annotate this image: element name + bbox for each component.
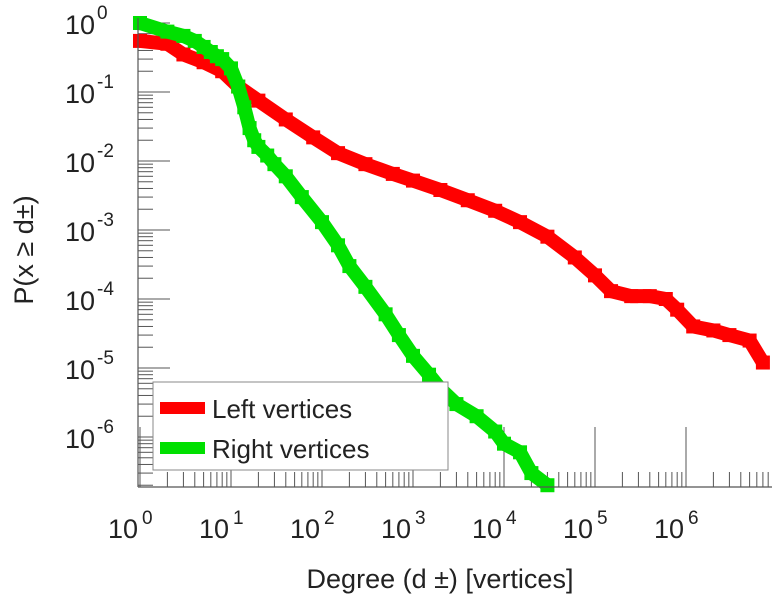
data-point bbox=[231, 79, 246, 94]
data-point bbox=[176, 28, 191, 43]
data-point bbox=[331, 238, 346, 253]
data-point bbox=[358, 279, 373, 294]
x-tick-exponent: 4 bbox=[506, 508, 517, 529]
y-tick-label: 10 bbox=[65, 217, 95, 247]
data-point bbox=[742, 333, 757, 348]
data-point bbox=[722, 328, 737, 343]
data-point bbox=[524, 466, 539, 481]
data-point bbox=[422, 367, 437, 382]
y-tick-exponent: -3 bbox=[97, 210, 114, 231]
data-point bbox=[278, 112, 293, 127]
legend-label-right: Right vertices bbox=[212, 434, 370, 464]
data-point bbox=[433, 182, 448, 197]
data-point bbox=[176, 47, 191, 62]
data-point bbox=[624, 289, 639, 304]
x-tick-exponent: 0 bbox=[142, 508, 153, 529]
data-point bbox=[488, 424, 503, 439]
y-tick-label: 10 bbox=[65, 148, 95, 178]
data-point bbox=[488, 203, 503, 218]
axis-ticks bbox=[138, 22, 769, 487]
data-point bbox=[306, 130, 321, 145]
data-point bbox=[540, 478, 555, 493]
data-point bbox=[588, 268, 602, 283]
x-tick-labels: 10 0 10 1 10 2 10 3 10 4 10 5 10 6 bbox=[108, 508, 699, 544]
x-tick-exponent: 5 bbox=[597, 508, 608, 529]
data-point bbox=[133, 33, 147, 48]
legend: Left vertices Right vertices bbox=[152, 381, 449, 471]
data-point bbox=[686, 319, 701, 334]
data-point bbox=[391, 328, 406, 343]
y-tick-label: 10 bbox=[65, 286, 95, 316]
x-tick-label: 10 bbox=[290, 514, 320, 544]
data-point bbox=[449, 397, 464, 412]
y-tick-exponent: 0 bbox=[97, 3, 108, 24]
y-axis-label: P(x ≥ d±) bbox=[9, 195, 39, 304]
y-tick-exponent: -1 bbox=[97, 72, 114, 93]
y-tick-exponent: -4 bbox=[97, 279, 114, 300]
data-point bbox=[237, 100, 252, 115]
data-point bbox=[540, 229, 555, 244]
data-point bbox=[706, 323, 721, 338]
x-tick-exponent: 6 bbox=[688, 508, 699, 529]
data-point bbox=[267, 157, 282, 172]
data-point bbox=[251, 93, 266, 108]
y-tick-label: 10 bbox=[65, 10, 95, 40]
x-tick-label: 10 bbox=[654, 514, 684, 544]
data-point bbox=[642, 289, 657, 304]
x-tick-label: 10 bbox=[199, 514, 229, 544]
data-point bbox=[342, 259, 357, 274]
data-point bbox=[160, 36, 175, 51]
data-point bbox=[133, 16, 147, 30]
data-point bbox=[315, 215, 329, 230]
data-point bbox=[294, 190, 309, 205]
x-tick-exponent: 2 bbox=[324, 508, 335, 529]
legend-label-left: Left vertices bbox=[212, 394, 352, 424]
data-point bbox=[406, 348, 420, 363]
x-tick-exponent: 3 bbox=[415, 508, 426, 529]
x-tick-label: 10 bbox=[563, 514, 593, 544]
data-point bbox=[160, 24, 175, 39]
legend-box bbox=[152, 381, 449, 471]
data-point bbox=[513, 215, 528, 230]
data-point bbox=[604, 284, 619, 299]
y-tick-exponent: -2 bbox=[97, 141, 114, 162]
data-point bbox=[406, 173, 420, 188]
data-point bbox=[469, 409, 484, 424]
y-tick-exponent: -6 bbox=[97, 417, 114, 438]
data-point bbox=[378, 307, 393, 322]
data-point bbox=[385, 166, 400, 181]
data-point bbox=[670, 302, 685, 317]
data-point bbox=[567, 250, 582, 265]
x-tick-exponent: 1 bbox=[233, 508, 244, 529]
data-point bbox=[331, 146, 346, 161]
data-point bbox=[224, 61, 238, 76]
y-tick-label: 10 bbox=[65, 355, 95, 385]
data-point bbox=[513, 445, 528, 460]
x-tick-label: 10 bbox=[381, 514, 411, 544]
y-tick-exponent: -5 bbox=[97, 348, 114, 369]
data-point bbox=[497, 436, 511, 451]
data-point bbox=[658, 292, 673, 306]
data-point bbox=[755, 355, 770, 370]
y-tick-label: 10 bbox=[65, 424, 95, 454]
data-point bbox=[460, 193, 475, 208]
x-tick-label: 10 bbox=[472, 514, 502, 544]
x-tick-label: 10 bbox=[108, 514, 138, 544]
y-tick-label: 10 bbox=[65, 79, 95, 109]
data-point bbox=[358, 157, 373, 172]
x-axis-label: Degree (d ±) [vertices] bbox=[307, 564, 574, 594]
data-point bbox=[242, 121, 257, 136]
data-point bbox=[278, 169, 293, 184]
